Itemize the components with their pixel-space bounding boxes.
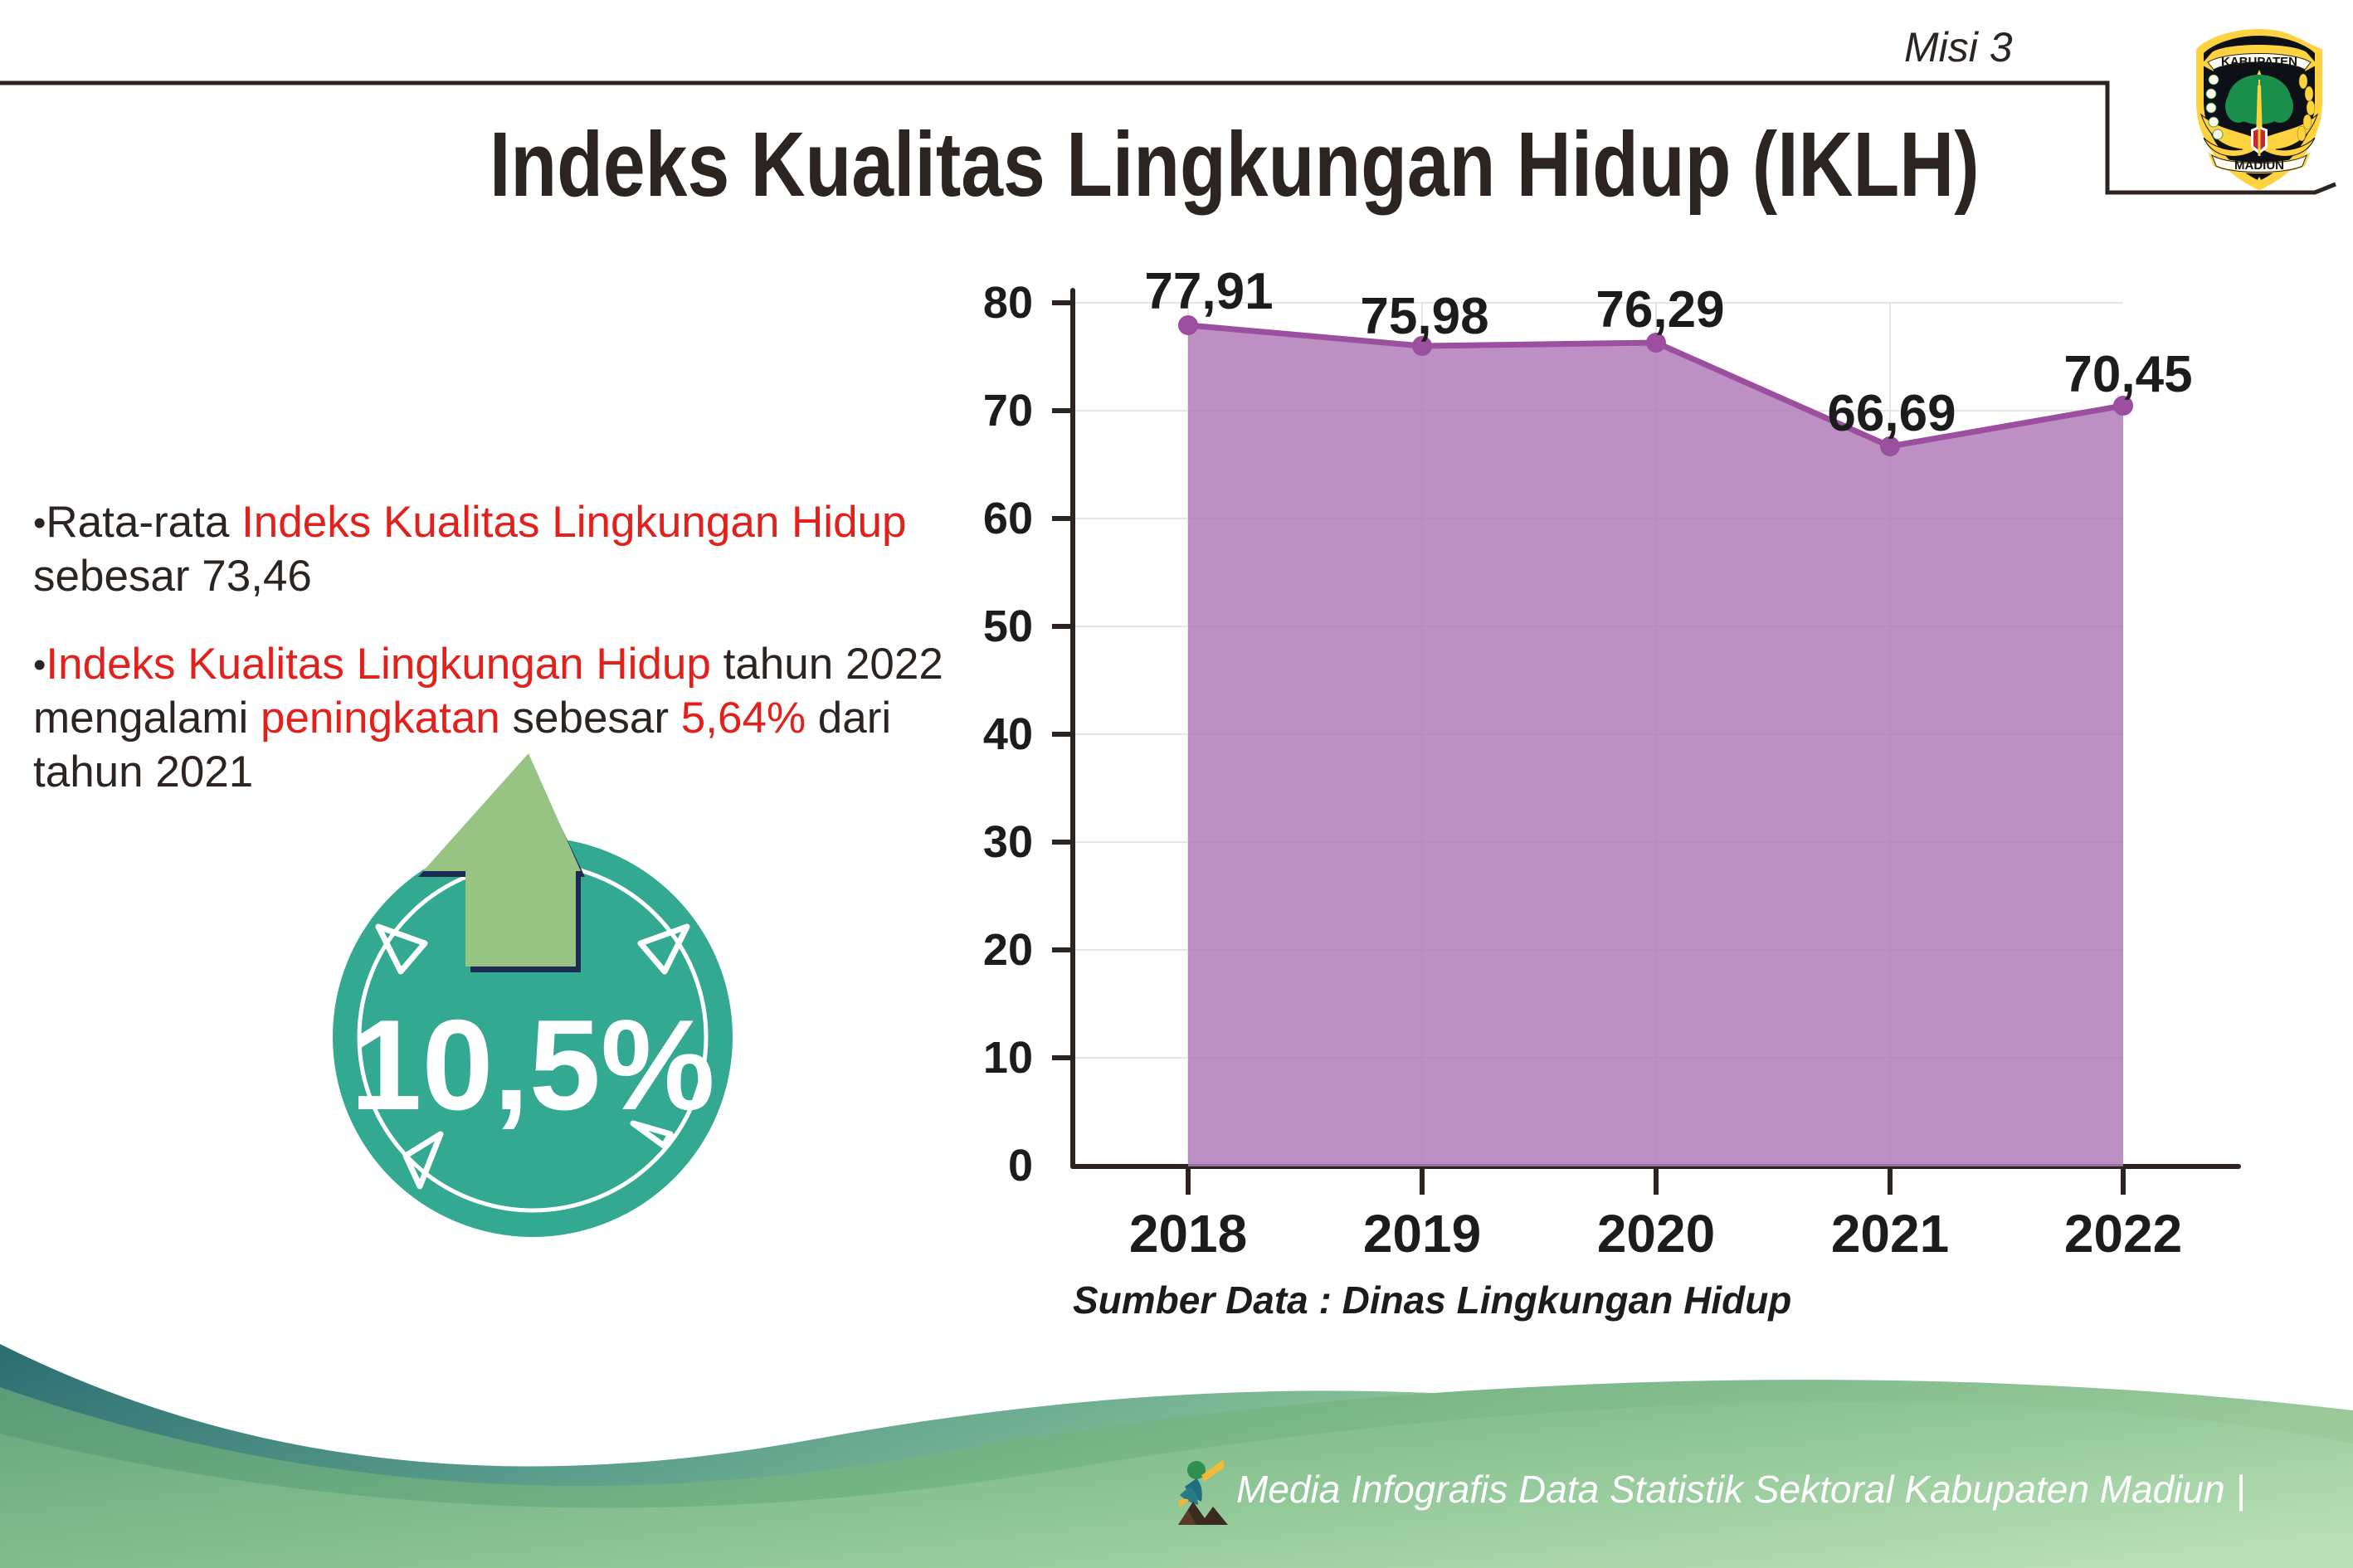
svg-text:MADIUN: MADIUN	[2234, 158, 2284, 173]
svg-text:10,5%: 10,5%	[350, 993, 715, 1137]
svg-text:KABUPATEN: KABUPATEN	[2221, 55, 2297, 69]
